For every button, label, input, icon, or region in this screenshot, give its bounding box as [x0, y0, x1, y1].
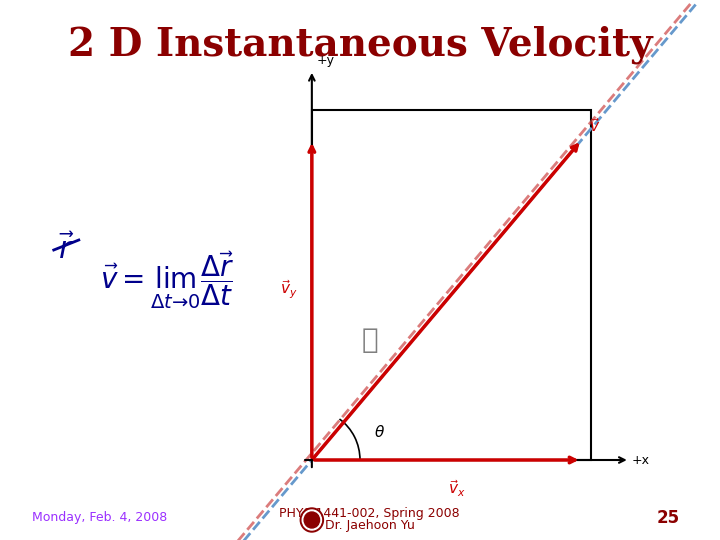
Circle shape	[304, 512, 320, 528]
Circle shape	[302, 510, 321, 530]
Text: $\vec{v}_y$: $\vec{v}_y$	[280, 279, 297, 301]
Text: $\vec{v}$: $\vec{v}$	[589, 117, 600, 135]
Text: 2 D Instantaneous Velocity: 2 D Instantaneous Velocity	[68, 26, 652, 64]
Text: $\vec{v} = \lim_{\Delta t \to 0} \dfrac{\Delta\vec{r}}{\Delta t}$: $\vec{v} = \lim_{\Delta t \to 0} \dfrac{…	[100, 249, 235, 310]
Text: PHYS 1441-002, Spring 2008: PHYS 1441-002, Spring 2008	[279, 508, 460, 521]
Text: Monday, Feb. 4, 2008: Monday, Feb. 4, 2008	[32, 511, 168, 524]
Circle shape	[300, 508, 323, 532]
Text: $\vec{v}_x$: $\vec{v}_x$	[448, 478, 465, 498]
Text: $\vec{r}$: $\vec{r}$	[58, 234, 75, 266]
Text: Dr. Jaehoon Yu: Dr. Jaehoon Yu	[325, 519, 415, 532]
Text: 🚗: 🚗	[361, 326, 378, 354]
Bar	[312, 110, 591, 460]
Text: 25: 25	[657, 509, 680, 527]
Text: $\theta$: $\theta$	[374, 424, 384, 440]
Text: +y: +y	[317, 54, 335, 67]
Text: +x: +x	[631, 454, 649, 467]
